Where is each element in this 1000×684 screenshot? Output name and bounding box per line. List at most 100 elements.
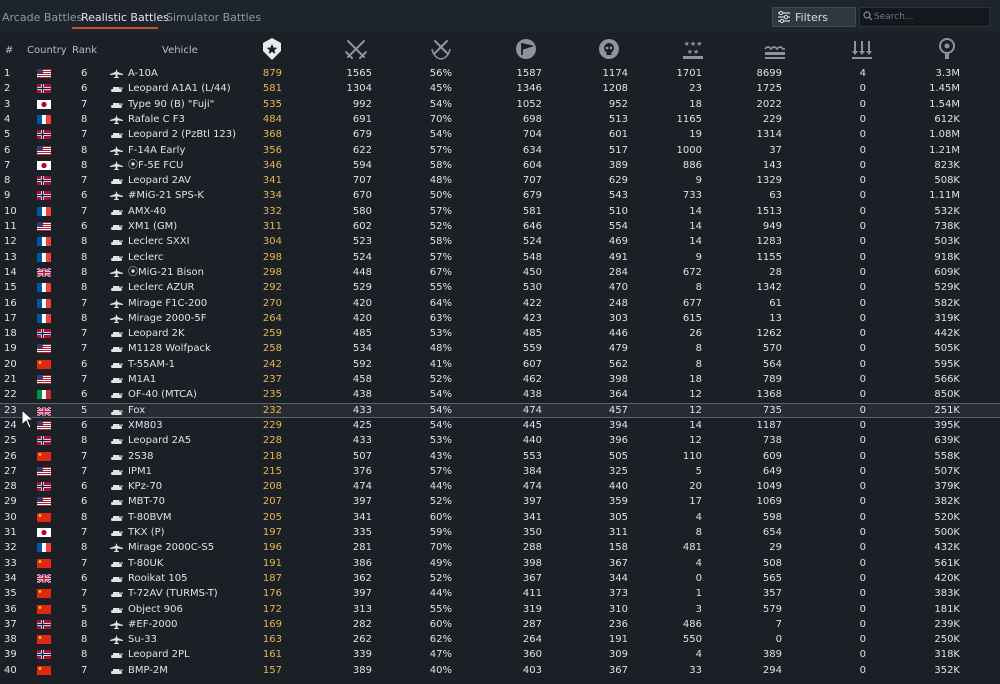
- table-row[interactable]: 1 6 A-10A 879 1565 56% 1587 1174 1701 8699 4 3.3M: [0, 66, 1000, 81]
- search-input[interactable]: [874, 9, 984, 25]
- win-rate-value: 54%: [429, 98, 452, 110]
- table-row[interactable]: 15 8 Leclerc AZUR 292 529 55% 530 470 8 1342 0 529K: [0, 280, 1000, 295]
- table-row[interactable]: 37 8 #EF-2000 169 282 60% 287 236 486 7 0 239K: [0, 617, 1000, 632]
- table-row[interactable]: 25 8 Leopard 2A5 228 433 53% 440 396 12 738 0 639K: [0, 433, 1000, 448]
- table-row[interactable]: 17 8 Mirage 2000-5F 264 420 63% 423 303 615 13 0 31…: [0, 311, 1000, 326]
- svg-text:★★★: ★★★: [684, 40, 703, 48]
- table-row[interactable]: 20 6 T-55AM-1 242 592 41% 607 562 8 564 0 595K: [0, 357, 1000, 372]
- air-kills-value: 8: [695, 343, 702, 355]
- table-row[interactable]: 10 7 AMX-40 332 580 57% 581 510 14 1513 0 532K: [0, 204, 1000, 219]
- table-row[interactable]: 11 6 XM1 (GM) 311 602 52% 646 554 14 949 0 738K: [0, 219, 1000, 234]
- battles-value: 507: [352, 450, 372, 462]
- vehicle-name: XM803: [128, 419, 163, 431]
- battles-value: 534: [352, 343, 372, 355]
- vehicle-rank: 5: [81, 404, 88, 416]
- table-row[interactable]: 3 7 Type 90 (B) "Fuji" 535 992 54% 1052 952 18 20…: [0, 97, 1000, 112]
- table-row[interactable]: 22 6 OF-40 (MTCA) 235 438 54% 438 364 12 1368 0 850…: [0, 387, 1000, 402]
- tab-simulator-battles[interactable]: Simulator Battles: [166, 11, 262, 24]
- battles-value: 389: [352, 664, 372, 676]
- tank-icon: [111, 561, 123, 567]
- crossed-swords-icon[interactable]: [343, 37, 369, 61]
- table-row[interactable]: 28 6 KPz-70 208 474 44% 474 440 20 1049 0 379K: [0, 479, 1000, 494]
- experience-value: 704: [522, 129, 542, 141]
- deaths-value: 394: [608, 419, 628, 431]
- vehicle-name: Leopard 2AV: [128, 175, 192, 187]
- tab-realistic-battles[interactable]: Realistic Battles: [81, 11, 169, 24]
- table-row[interactable]: 14 8 ⦿MiG-21 Bison 298 448 67% 450 284 672 28 0 609…: [0, 265, 1000, 280]
- tab-arcade-battles[interactable]: Arcade Battles: [2, 11, 83, 24]
- battles-value: 376: [352, 465, 372, 477]
- crossed-swords-laurel-icon[interactable]: [428, 37, 454, 61]
- table-row[interactable]: 33 7 T-80UK 191 386 49% 398 367 4 508 0 561K: [0, 556, 1000, 571]
- star-shield-icon[interactable]: [259, 37, 285, 61]
- table-row[interactable]: 31 7 TKX (P) 197 335 59% 350 311 8 654 0 500K: [0, 525, 1000, 540]
- row-number: 31: [4, 527, 17, 538]
- table-row[interactable]: 7 8 ⦿F-5E FCU 346 594 58% 604 389 886 143 0 823K: [0, 158, 1000, 173]
- air-kills-icon[interactable]: ★★★ ★★: [680, 37, 706, 61]
- experience-value: 474: [522, 481, 542, 493]
- table-row[interactable]: 5 7 Leopard 2 (PzBtl 123) 368 679 54% 704 601 19…: [0, 127, 1000, 142]
- table-row[interactable]: 21 7 M1A1 237 458 52% 462 398 18 789 0 566K: [0, 372, 1000, 387]
- table-row[interactable]: 32 8 Mirage 2000C-S5 196 281 70% 288 158 481 29 0 4…: [0, 540, 1000, 555]
- battles-value: 397: [352, 588, 372, 600]
- france-flag-icon: [37, 206, 51, 216]
- naval-kills-value: 0: [859, 618, 866, 630]
- table-row[interactable]: 34 6 Rooikat 105 187 362 52% 367 344 0 565 0 420K: [0, 571, 1000, 586]
- filters-button[interactable]: Filters: [772, 7, 856, 27]
- table-row[interactable]: 8 7 Leopard 2AV 341 707 48% 707 629 9 1329 0 508K: [0, 173, 1000, 188]
- table-row[interactable]: 35 7 T-72AV (TURMS-T) 176 397 44% 411 373 1 357 0 3…: [0, 586, 1000, 601]
- table-row-selected[interactable]: 23 5 Fox 232 433 54% 474 457 12 735 0 251K: [0, 402, 1000, 418]
- experience-value: 445: [522, 419, 542, 431]
- ground-kills-value: 389: [762, 649, 782, 661]
- air-kills-value: 26: [689, 328, 702, 340]
- table-row[interactable]: 27 7 IPM1 215 376 57% 384 325 5 649 0 507K: [0, 464, 1000, 479]
- flag-icon[interactable]: [513, 37, 539, 61]
- battles-value: 420: [352, 312, 372, 324]
- table-row[interactable]: 26 7 2S38 218 507 43% 553 505 110 609 0 558K: [0, 449, 1000, 464]
- table-row[interactable]: 13 8 Leclerc 298 524 57% 548 491 9 1155 0 918K: [0, 250, 1000, 265]
- table-row[interactable]: 24 6 XM803 229 425 54% 445 394 14 1187 0 395K: [0, 418, 1000, 433]
- win-rate-value: 47%: [429, 649, 452, 661]
- table-row[interactable]: 18 7 Leopard 2K 259 485 53% 485 446 26 1262 0 442K: [0, 326, 1000, 341]
- naval-kills-value: 0: [859, 634, 866, 646]
- naval-kills-value: 0: [859, 603, 866, 615]
- skull-icon[interactable]: [596, 37, 622, 61]
- search-box[interactable]: [859, 7, 990, 27]
- usa-flag-icon: [37, 375, 51, 384]
- table-row[interactable]: 39 8 Leopard 2PL 161 339 47% 360 309 4 389 0 318K: [0, 647, 1000, 662]
- table-row[interactable]: 9 6 #MiG-21 SPS-K 334 670 50% 679 543 733 63 0 1.11…: [0, 188, 1000, 203]
- table-row[interactable]: 29 6 MBT-70 207 397 52% 397 359 17 1069 0 382K: [0, 494, 1000, 509]
- win-rate-value: 43%: [429, 450, 452, 462]
- win-rate-value: 52%: [429, 496, 452, 508]
- battles-value: 529: [352, 282, 372, 294]
- vehicle-name: ⦿F-5E FCU: [128, 159, 184, 171]
- table-row[interactable]: 12 8 Leclerc SXXI 304 523 58% 524 469 14 1283 0 503…: [0, 234, 1000, 249]
- table-row[interactable]: 6 8 F-14A Early 356 622 57% 634 517 1000 37 0 1.21M: [0, 143, 1000, 158]
- header-country[interactable]: Country: [27, 45, 67, 56]
- table-row[interactable]: 30 8 T-80BVM 205 341 60% 341 305 4 598 0 520K: [0, 510, 1000, 525]
- vehicle-rank: 7: [81, 98, 88, 110]
- table-row[interactable]: 2 6 Leopard A1A1 (L/44) 581 1304 45% 1346 1208 2…: [0, 81, 1000, 96]
- research-points-icon[interactable]: [934, 37, 960, 61]
- table-row[interactable]: 4 8 Rafale C F3 484 691 70% 698 513 1165 229 0 612K: [0, 112, 1000, 127]
- table-row[interactable]: 36 5 Object 906 172 313 55% 319 310 3 579 0 181K: [0, 602, 1000, 617]
- ground-kills-value: 37: [769, 144, 782, 156]
- header-vehicle[interactable]: Vehicle: [162, 45, 198, 56]
- deaths-value: 505: [608, 450, 628, 462]
- tank-icon: [111, 423, 123, 429]
- experience-value: 397: [522, 496, 542, 508]
- table-row[interactable]: 19 7 M1128 Wolfpack 258 534 48% 559 479 8 570 0 505…: [0, 341, 1000, 356]
- naval-kills-value: 0: [859, 374, 866, 385]
- table-row[interactable]: 16 7 Mirage F1C-200 270 420 64% 422 248 677 61 0 58…: [0, 296, 1000, 311]
- vehicle-rank: 8: [81, 618, 88, 630]
- naval-kills-icon[interactable]: [849, 37, 875, 61]
- tank-icon: [111, 515, 123, 521]
- header-rank[interactable]: Rank: [72, 45, 97, 56]
- ground-kills-icon[interactable]: [762, 37, 788, 61]
- air-kills-value: 20: [689, 481, 702, 493]
- experience-value: 607: [522, 358, 542, 370]
- table-row[interactable]: 40 7 BMP-2M 157 389 40% 403 367 33 294 0 352K: [0, 663, 1000, 678]
- naval-kills-value: 0: [859, 343, 866, 355]
- table-row[interactable]: 38 8 Su-33 163 262 62% 264 191 550 0 0 250K: [0, 632, 1000, 647]
- norway-flag-icon: [37, 329, 51, 339]
